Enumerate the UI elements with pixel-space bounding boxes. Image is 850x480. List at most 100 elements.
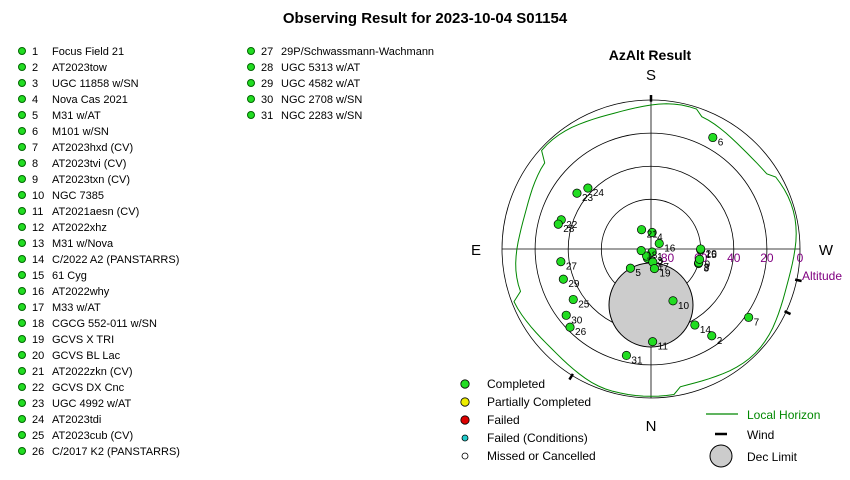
- status-completed-icon: [247, 63, 255, 71]
- target-name: 61 Cyg: [52, 270, 87, 282]
- target-name: Focus Field 21: [52, 46, 125, 58]
- status-completed-icon: [18, 271, 26, 279]
- legend-label: Missed or Cancelled: [487, 449, 596, 463]
- target-point-label: 1: [657, 252, 663, 263]
- wind-marker: [794, 278, 802, 283]
- status-completed-icon: [18, 159, 26, 167]
- compass-south: S: [646, 67, 656, 84]
- target-point-label: 18: [646, 251, 658, 262]
- target-number: 29: [261, 78, 274, 90]
- compass-north: N: [646, 418, 657, 435]
- target-name: AT2023hxd (CV): [52, 142, 134, 154]
- wind-markers: [568, 95, 802, 381]
- status-completed-icon: [18, 383, 26, 391]
- target-number: 16: [32, 286, 45, 298]
- status-completed-icon: [18, 351, 26, 359]
- legend-label: Local Horizon: [747, 408, 820, 422]
- status-completed-icon: [18, 239, 26, 247]
- target-point-label: 29: [568, 279, 580, 290]
- chart-legend: Completed Partially Completed Failed Failed…: [460, 377, 820, 468]
- target-point-label: 5: [635, 268, 641, 279]
- target-point: [561, 310, 571, 320]
- page-title: Observing Result for 2023-10-04 S01154: [282, 10, 568, 27]
- target-number: 5: [32, 110, 39, 122]
- status-completed-icon: [18, 175, 26, 183]
- status-completed-icon: [18, 335, 26, 343]
- target-point-label: 19: [659, 269, 671, 280]
- target-point: [649, 264, 659, 274]
- target-point: [708, 132, 718, 143]
- altitude-axis-label: Altitude: [802, 269, 842, 283]
- target-point: [668, 296, 678, 306]
- target-point-label: 6: [718, 138, 724, 149]
- target-point: [695, 254, 705, 264]
- target-name: AT2023tow: [52, 62, 107, 74]
- target-point-label: 21: [647, 230, 659, 241]
- target-number: 14: [32, 254, 45, 266]
- target-name: AT2021aesn (CV): [52, 206, 140, 218]
- target-name: AT2022why: [52, 286, 110, 298]
- target-point-label: 17: [658, 262, 670, 273]
- target-number: 7: [32, 142, 39, 154]
- target-point: [572, 188, 582, 198]
- target-point-label: 3: [703, 264, 709, 275]
- status-completed-icon: [18, 447, 26, 455]
- target-number: 24: [32, 414, 45, 426]
- status-completed-icon: [18, 287, 26, 295]
- local-horizon-line: [513, 103, 797, 397]
- status-completed-icon: [247, 111, 255, 119]
- target-number: 8: [32, 158, 39, 170]
- target-number: 12: [32, 222, 45, 234]
- target-point: [558, 274, 568, 284]
- target-point: [568, 294, 578, 305]
- target-number: 4: [32, 94, 39, 106]
- target-number: 25: [32, 430, 45, 442]
- target-name: UGC 5313 w/AT: [281, 62, 361, 74]
- target-name: GCVS X TRI: [52, 334, 115, 346]
- target-number: 20: [32, 350, 45, 362]
- legend-status-icon: [461, 452, 469, 460]
- status-completed-icon: [18, 399, 26, 407]
- target-point: [654, 238, 664, 248]
- status-completed-icon: [247, 47, 255, 55]
- legend-label: Completed: [487, 377, 545, 391]
- target-point-label: 10: [678, 301, 690, 312]
- target-point: [690, 320, 700, 330]
- legend-label: Failed: [487, 413, 520, 427]
- target-point-label: 24: [593, 188, 605, 199]
- target-point: [621, 350, 631, 361]
- target-point-label: 8: [704, 263, 710, 274]
- wind-marker: [568, 373, 574, 381]
- legend-status-icon: [460, 379, 470, 389]
- status-completed-icon: [18, 95, 26, 103]
- status-completed-icon: [18, 319, 26, 327]
- target-name: AT2023tvi (CV): [52, 158, 127, 170]
- target-name: CGCG 552-011 w/SN: [52, 318, 157, 330]
- target-point: [696, 244, 706, 254]
- compass-west: W: [819, 242, 834, 259]
- target-point: [553, 219, 563, 229]
- status-completed-icon: [18, 367, 26, 375]
- target-number: 10: [32, 190, 45, 202]
- target-name: AT2023txn (CV): [52, 174, 131, 186]
- status-completed-icon: [18, 47, 26, 55]
- target-name: M101 w/SN: [52, 126, 109, 138]
- target-number: 30: [261, 94, 274, 106]
- target-name: NGC 7385: [52, 190, 104, 202]
- target-point-label: 26: [575, 327, 587, 338]
- target-point-label: 22: [566, 220, 578, 231]
- target-point-label: 31: [631, 355, 643, 366]
- status-completed-icon: [18, 63, 26, 71]
- status-completed-icon: [18, 79, 26, 87]
- target-point: [707, 331, 717, 341]
- target-name: GCVS DX Cnc: [52, 382, 125, 394]
- target-number: 18: [32, 318, 45, 330]
- target-name: M31 w/AT: [52, 110, 101, 122]
- target-point-label: 30: [571, 315, 583, 326]
- status-completed-icon: [247, 95, 255, 103]
- target-name: NGC 2708 w/SN: [281, 94, 363, 106]
- target-number: 3: [32, 78, 39, 90]
- target-name: M31 w/Nova: [52, 238, 114, 250]
- azalt-title: AzAlt Result: [609, 47, 692, 63]
- target-point-label: 25: [578, 299, 590, 310]
